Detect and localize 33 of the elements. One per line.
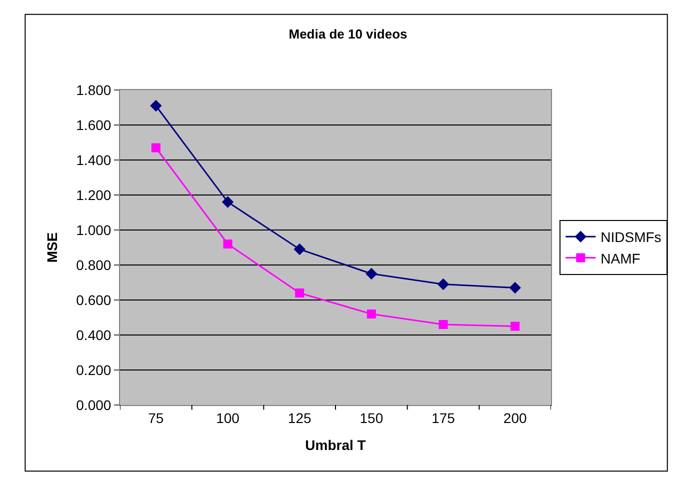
x-tick-label: 175 xyxy=(432,410,456,426)
point xyxy=(295,288,304,298)
x-tick-label: 200 xyxy=(503,410,527,426)
point xyxy=(223,240,232,248)
x-axis-title: Umbral T xyxy=(305,437,366,454)
point xyxy=(510,322,520,331)
y-tick-label: 1.800 xyxy=(76,82,112,98)
y-tick-label: 1.200 xyxy=(76,186,112,203)
chart-title: Media de 10 videos xyxy=(288,26,408,42)
point xyxy=(222,196,234,208)
legend-label: NAMF xyxy=(600,250,640,266)
x-tick-label: 100 xyxy=(216,410,240,426)
point xyxy=(509,282,521,294)
x-tick-label: 75 xyxy=(148,410,164,426)
point xyxy=(437,278,450,290)
point xyxy=(366,310,376,318)
x-tick-label: 150 xyxy=(360,410,384,426)
point xyxy=(438,320,448,329)
point xyxy=(151,143,160,152)
y-tick-label: 0.400 xyxy=(76,326,112,343)
y-tick-label: 1.600 xyxy=(76,116,112,133)
y-tick-label: 0.600 xyxy=(76,292,112,308)
x-tick-label: 125 xyxy=(288,410,312,426)
point xyxy=(150,100,162,112)
y-tick-label: 0.200 xyxy=(76,362,112,378)
point xyxy=(294,243,306,256)
point xyxy=(366,268,378,280)
y-tick-label: 0.800 xyxy=(76,256,112,273)
y-tick-label: 0.000 xyxy=(76,396,112,413)
y-axis-title: MSE xyxy=(44,232,60,263)
y-tick-label: 1.000 xyxy=(76,222,112,238)
y-tick-label: 1.400 xyxy=(76,152,112,168)
legend-label: NIDSMFs xyxy=(600,229,662,246)
